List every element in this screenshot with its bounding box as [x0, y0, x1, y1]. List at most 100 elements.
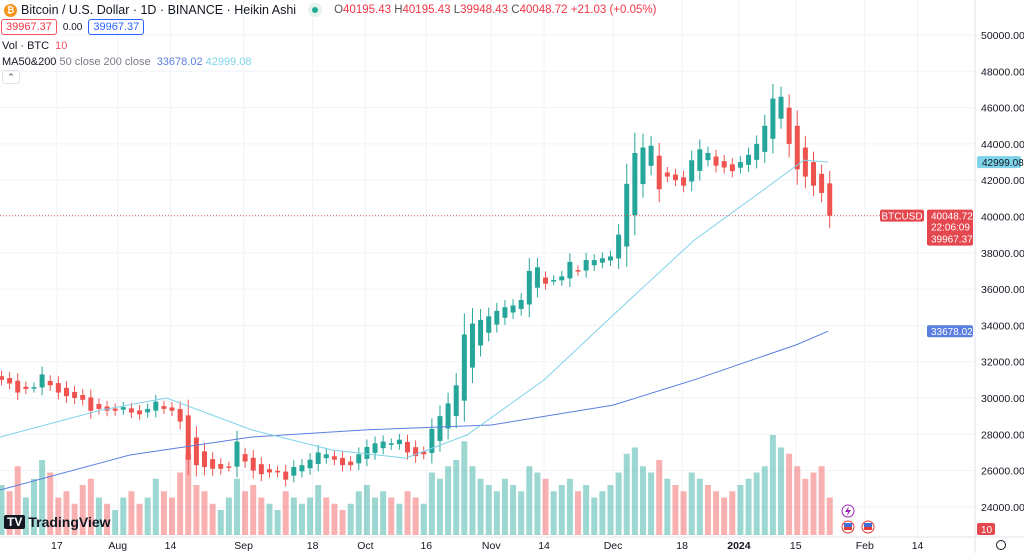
- candle-body: [331, 456, 337, 460]
- candle-body: [364, 447, 370, 459]
- candle-body: [242, 454, 248, 462]
- candle-body: [705, 152, 711, 161]
- last-price-label: 40048.72: [931, 212, 973, 223]
- flag-canton: [844, 523, 852, 527]
- ma50-value: 42999.08: [205, 56, 252, 68]
- candle-body: [88, 397, 94, 411]
- price-tick-label: 38000.00: [981, 248, 1024, 260]
- price-tick-label: 44000.00: [981, 139, 1024, 151]
- buy-button[interactable]: 39967.37: [88, 19, 145, 35]
- ma-legend[interactable]: MA50&200 50 close 200 close 33678.02 429…: [2, 56, 252, 68]
- candle-body: [291, 466, 297, 476]
- volume-bar: [656, 460, 663, 535]
- candle-body: [729, 164, 735, 172]
- volume-bar: [477, 478, 484, 535]
- c-label: C: [511, 4, 520, 16]
- volume-legend[interactable]: Vol · BTC 10: [2, 40, 67, 52]
- ma200-price-tag-label: 33678.02: [931, 327, 973, 338]
- candle-body: [23, 386, 29, 389]
- ma200-value: 33678.02: [156, 56, 203, 68]
- flag-stripes: [864, 527, 872, 530]
- volume-bar: [404, 491, 411, 535]
- candle-body: [599, 258, 605, 263]
- candle-body: [494, 310, 500, 325]
- candle-body: [39, 374, 45, 388]
- logo-text: TradingView: [28, 514, 111, 530]
- volume-bar: [518, 491, 525, 535]
- candle-body: [356, 454, 362, 464]
- candle-body: [478, 319, 484, 346]
- candle-body: [7, 378, 13, 384]
- time-tick-label: 15: [790, 540, 802, 552]
- candle-body: [640, 147, 646, 185]
- volume-bar: [753, 472, 760, 535]
- price-tick-label: 26000.00: [981, 466, 1024, 478]
- time-tick-label: 18: [307, 540, 319, 552]
- volume-bar: [453, 460, 460, 535]
- candle-body: [445, 403, 451, 429]
- volume-bar: [347, 503, 354, 535]
- price-tick-label: 40000.00: [981, 212, 1024, 224]
- volume-bar: [802, 478, 809, 535]
- candle-body: [697, 149, 703, 171]
- ma200-line: [0, 330, 829, 491]
- volume-bar: [380, 491, 387, 535]
- volume-bar: [737, 485, 744, 535]
- volume-bar: [542, 478, 549, 535]
- volume-bar: [436, 478, 443, 535]
- volume-bar: [713, 491, 720, 535]
- time-tick-label: 14: [538, 540, 550, 552]
- candle-body: [128, 408, 134, 413]
- time-tick-label: 18: [676, 540, 688, 552]
- volume-bar: [160, 491, 167, 535]
- volume-bar: [550, 491, 557, 535]
- candle-body: [0, 376, 4, 380]
- volume-bar: [704, 485, 711, 535]
- open-value: 40195.43: [343, 4, 391, 16]
- volume-bar: [63, 491, 70, 535]
- volume-bar: [323, 497, 330, 535]
- time-tick-label: 17: [51, 540, 63, 552]
- time-tick-label: Dec: [604, 540, 623, 552]
- volume-bar: [623, 453, 630, 535]
- volume-bar: [87, 478, 94, 535]
- volume-tag-label: 10: [981, 525, 993, 536]
- tradingview-logo[interactable]: TV TradingView: [4, 514, 111, 530]
- volume-bar: [315, 485, 322, 535]
- volume-bar: [136, 503, 143, 535]
- market-open-dot-icon: [308, 3, 323, 17]
- volume-bar: [282, 491, 289, 535]
- candle-body: [234, 441, 240, 467]
- chevron-up-icon[interactable]: ⌃: [2, 70, 20, 84]
- volume-bar: [510, 485, 517, 535]
- volume-bar: [396, 503, 403, 535]
- price-tick-label: 32000.00: [981, 357, 1024, 369]
- sell-button[interactable]: 39967.37: [1, 19, 57, 35]
- price-tick-label: 28000.00: [981, 429, 1024, 441]
- candle-body: [15, 380, 21, 393]
- ma50-line: [0, 159, 829, 459]
- candle-body: [161, 406, 167, 409]
- symbol-title[interactable]: Bitcoin / U.S. Dollar · 1D · BINANCE · H…: [21, 3, 297, 17]
- spread-value: 0.00: [62, 21, 83, 33]
- candle-body: [421, 451, 427, 455]
- candle-body: [275, 470, 281, 473]
- candle-body: [112, 408, 118, 411]
- candle-body: [299, 465, 305, 472]
- price-tick-label: 34000.00: [981, 320, 1024, 332]
- time-tick-label: Feb: [856, 540, 874, 552]
- time-tick-label: 14: [912, 540, 924, 552]
- candle-body: [315, 452, 321, 464]
- volume-bar: [615, 472, 622, 535]
- volume-bar: [47, 472, 54, 535]
- candle-body: [185, 415, 191, 460]
- candle-body: [218, 463, 224, 469]
- volume-bar: [307, 497, 314, 535]
- candle-body: [737, 162, 743, 168]
- candle-body: [786, 107, 792, 144]
- candle-body: [575, 270, 581, 272]
- candle-body: [583, 260, 589, 271]
- candle-body: [137, 410, 143, 415]
- candle-body: [518, 299, 524, 309]
